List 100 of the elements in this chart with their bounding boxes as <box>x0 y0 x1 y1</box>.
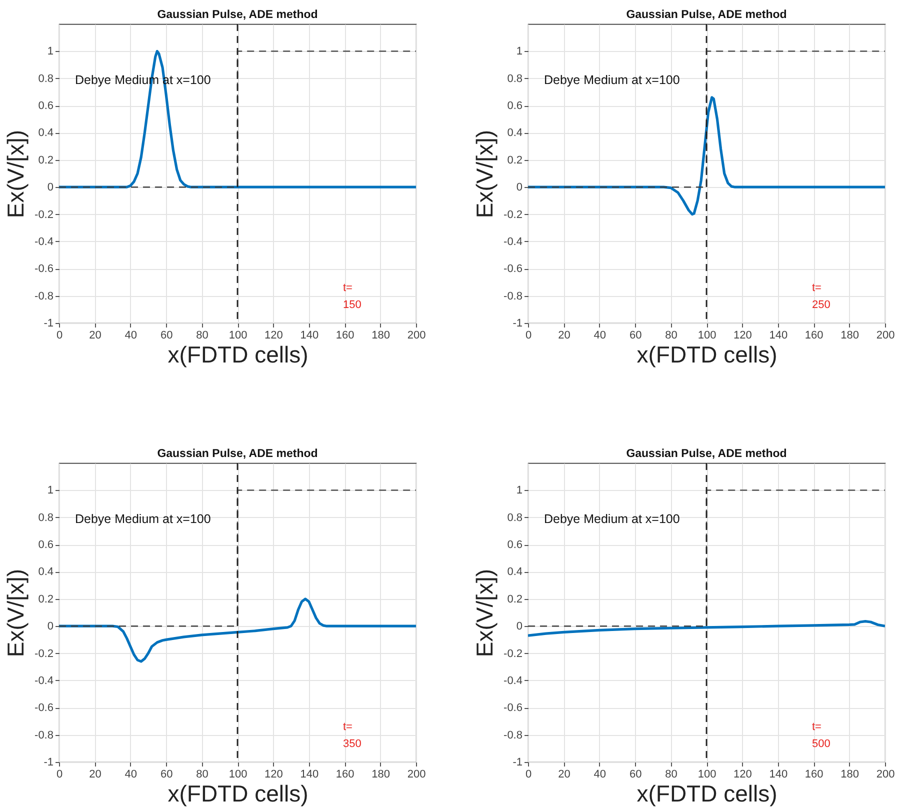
x-tick-label: 140 <box>300 330 319 342</box>
x-tick-label: 80 <box>196 330 208 342</box>
x-tick-label: 140 <box>769 330 788 342</box>
x-tick-label: 200 <box>407 330 426 342</box>
x-axis-title: x(FDTD cells) <box>168 342 308 368</box>
y-tick-label: 0 <box>516 182 522 194</box>
y-tick-label: -0.2 <box>504 208 522 221</box>
annotation: Debye Medium at x=100 <box>75 512 211 526</box>
x-tick-label: 40 <box>124 330 138 342</box>
y-tick-label: -0.6 <box>504 702 522 714</box>
y-axis-title: Ex(V/[x]) <box>472 568 498 658</box>
y-tick-label: -0.8 <box>34 729 54 742</box>
x-tick-label: 160 <box>336 768 354 780</box>
y-tick-label: -0.2 <box>34 648 54 660</box>
annotation: t= <box>812 721 822 733</box>
y-tick-label: -0.6 <box>34 263 54 276</box>
y-tick-label: -0.2 <box>504 648 522 660</box>
y-tick-label: 0.4 <box>38 566 54 578</box>
annotation: 350 <box>343 738 362 750</box>
x-tick-label: 200 <box>876 768 895 780</box>
y-axis-title: Ex(V/[x]) <box>2 568 29 658</box>
y-tick-label: 1 <box>516 46 522 58</box>
x-tick-label: 180 <box>372 768 390 780</box>
y-tick-label: -1 <box>512 318 522 330</box>
x-tick-label: 0 <box>56 330 63 342</box>
y-tick-label: 0 <box>47 182 54 194</box>
x-tick-label: 20 <box>558 330 570 342</box>
y-tick-label: -0.8 <box>34 290 54 302</box>
x-tick-label: 20 <box>558 768 570 780</box>
line-series <box>528 620 885 637</box>
annotation: 250 <box>812 299 830 311</box>
y-tick-label: 0.2 <box>507 593 522 606</box>
y-axis-title: Ex(V/[x]) <box>2 130 29 218</box>
x-tick-label: 180 <box>840 330 859 342</box>
y-tick-label: 0.2 <box>507 154 522 166</box>
y-tick-label: 0.8 <box>38 512 54 524</box>
x-tick-label: 100 <box>698 768 716 780</box>
y-tick-label: 0.8 <box>507 512 522 524</box>
x-tick-label: 0 <box>525 330 532 342</box>
y-tick-label: 0.8 <box>38 72 54 85</box>
x-axis-title: x(FDTD cells) <box>168 780 308 806</box>
y-tick-label: 0.4 <box>38 127 54 140</box>
y-axis-title: Ex(V/[x]) <box>472 130 498 218</box>
x-tick-label: 160 <box>804 330 824 342</box>
y-tick-label: 0 <box>516 620 522 633</box>
x-tick-label: 120 <box>734 330 752 342</box>
y-tick-label: -0.4 <box>504 236 522 248</box>
x-axis-title: x(FDTD cells) <box>636 780 778 806</box>
y-tick-label: 0.2 <box>38 593 54 606</box>
x-tick-label: 40 <box>124 768 138 780</box>
annotation: Debye Medium at x=100 <box>544 73 680 87</box>
y-tick-label: -0.6 <box>34 702 54 714</box>
x-tick-label: 100 <box>698 330 716 342</box>
x-tick-label: 100 <box>228 768 248 780</box>
x-tick-label: 20 <box>89 768 102 780</box>
x-tick-label: 40 <box>594 768 606 780</box>
chart-title: Gaussian Pulse, ADE method <box>157 448 318 460</box>
y-tick-label: 0.6 <box>507 539 522 552</box>
x-tick-label: 120 <box>734 768 752 780</box>
y-tick-label: -0.8 <box>504 729 522 742</box>
x-tick-label: 180 <box>372 330 390 342</box>
y-tick-label: 0.6 <box>38 539 54 552</box>
x-tick-label: 160 <box>804 768 824 780</box>
x-tick-label: 0 <box>525 768 532 780</box>
y-tick-label: -0.8 <box>504 290 522 302</box>
x-tick-label: 60 <box>160 330 173 342</box>
annotation: t= <box>812 282 822 294</box>
x-tick-label: 60 <box>629 768 642 780</box>
y-tick-label: 0.6 <box>38 100 54 112</box>
x-tick-label: 120 <box>264 768 283 780</box>
y-tick-label: 0.2 <box>38 154 54 166</box>
y-tick-label: -0.4 <box>34 674 54 687</box>
x-tick-label: 40 <box>594 330 606 342</box>
y-tick-label: 0.6 <box>507 100 522 112</box>
y-tick-label: -1 <box>512 756 522 768</box>
y-tick-label: -0.4 <box>504 674 522 687</box>
x-tick-label: 100 <box>228 330 248 342</box>
x-tick-label: 80 <box>665 330 678 342</box>
y-tick-label: 0 <box>47 620 54 633</box>
y-tick-label: -1 <box>44 318 54 330</box>
y-tick-label: 1 <box>47 484 54 497</box>
line-series <box>59 598 416 663</box>
annotation: 150 <box>343 299 362 311</box>
x-tick-label: 140 <box>769 768 788 780</box>
y-tick-label: 1 <box>47 46 54 58</box>
y-tick-label: -0.2 <box>34 208 54 221</box>
y-tick-label: 1 <box>516 484 522 497</box>
annotation: t= <box>343 721 352 733</box>
annotation: t= <box>343 282 352 294</box>
x-tick-label: 80 <box>196 768 208 780</box>
x-tick-label: 180 <box>840 768 859 780</box>
x-tick-label: 60 <box>629 330 642 342</box>
x-tick-label: 20 <box>89 330 102 342</box>
x-tick-label: 200 <box>876 330 895 342</box>
x-tick-label: 120 <box>264 330 283 342</box>
annotation: Debye Medium at x=100 <box>544 512 680 526</box>
y-tick-label: 0.4 <box>507 127 522 140</box>
y-tick-label: 0.8 <box>507 72 522 85</box>
chart-title: Gaussian Pulse, ADE method <box>626 448 787 460</box>
y-tick-label: -1 <box>44 756 54 768</box>
